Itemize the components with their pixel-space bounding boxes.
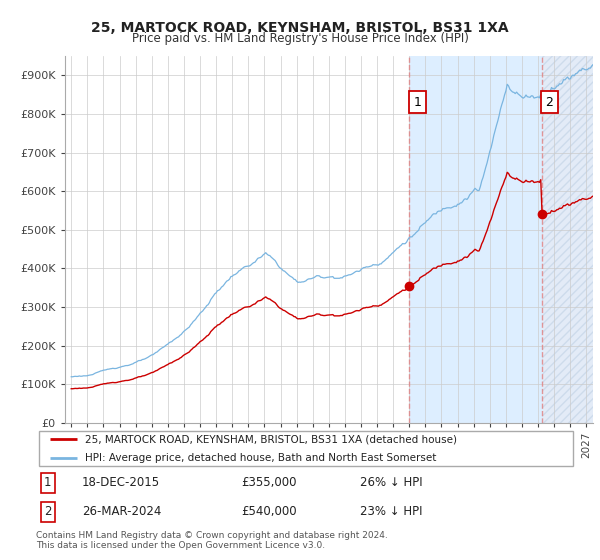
Text: £540,000: £540,000 [241,506,297,519]
Text: 23% ↓ HPI: 23% ↓ HPI [360,506,422,519]
Text: 26% ↓ HPI: 26% ↓ HPI [360,476,422,489]
Text: £355,000: £355,000 [241,476,296,489]
Text: 18-DEC-2015: 18-DEC-2015 [82,476,160,489]
Text: Contains HM Land Registry data © Crown copyright and database right 2024.
This d: Contains HM Land Registry data © Crown c… [36,531,388,550]
Text: 1: 1 [44,476,52,489]
FancyBboxPatch shape [39,431,574,466]
Bar [542,56,595,423]
Text: HPI: Average price, detached house, Bath and North East Somerset: HPI: Average price, detached house, Bath… [85,453,436,463]
Text: 25, MARTOCK ROAD, KEYNSHAM, BRISTOL, BS31 1XA (detached house): 25, MARTOCK ROAD, KEYNSHAM, BRISTOL, BS3… [85,434,457,444]
Bar [409,56,542,423]
Text: 2: 2 [44,506,52,519]
Text: 1: 1 [413,96,421,109]
Text: 25, MARTOCK ROAD, KEYNSHAM, BRISTOL, BS31 1XA: 25, MARTOCK ROAD, KEYNSHAM, BRISTOL, BS3… [91,21,509,35]
Text: Price paid vs. HM Land Registry's House Price Index (HPI): Price paid vs. HM Land Registry's House … [131,32,469,45]
Text: 2: 2 [545,96,553,109]
Text: 26-MAR-2024: 26-MAR-2024 [82,506,161,519]
